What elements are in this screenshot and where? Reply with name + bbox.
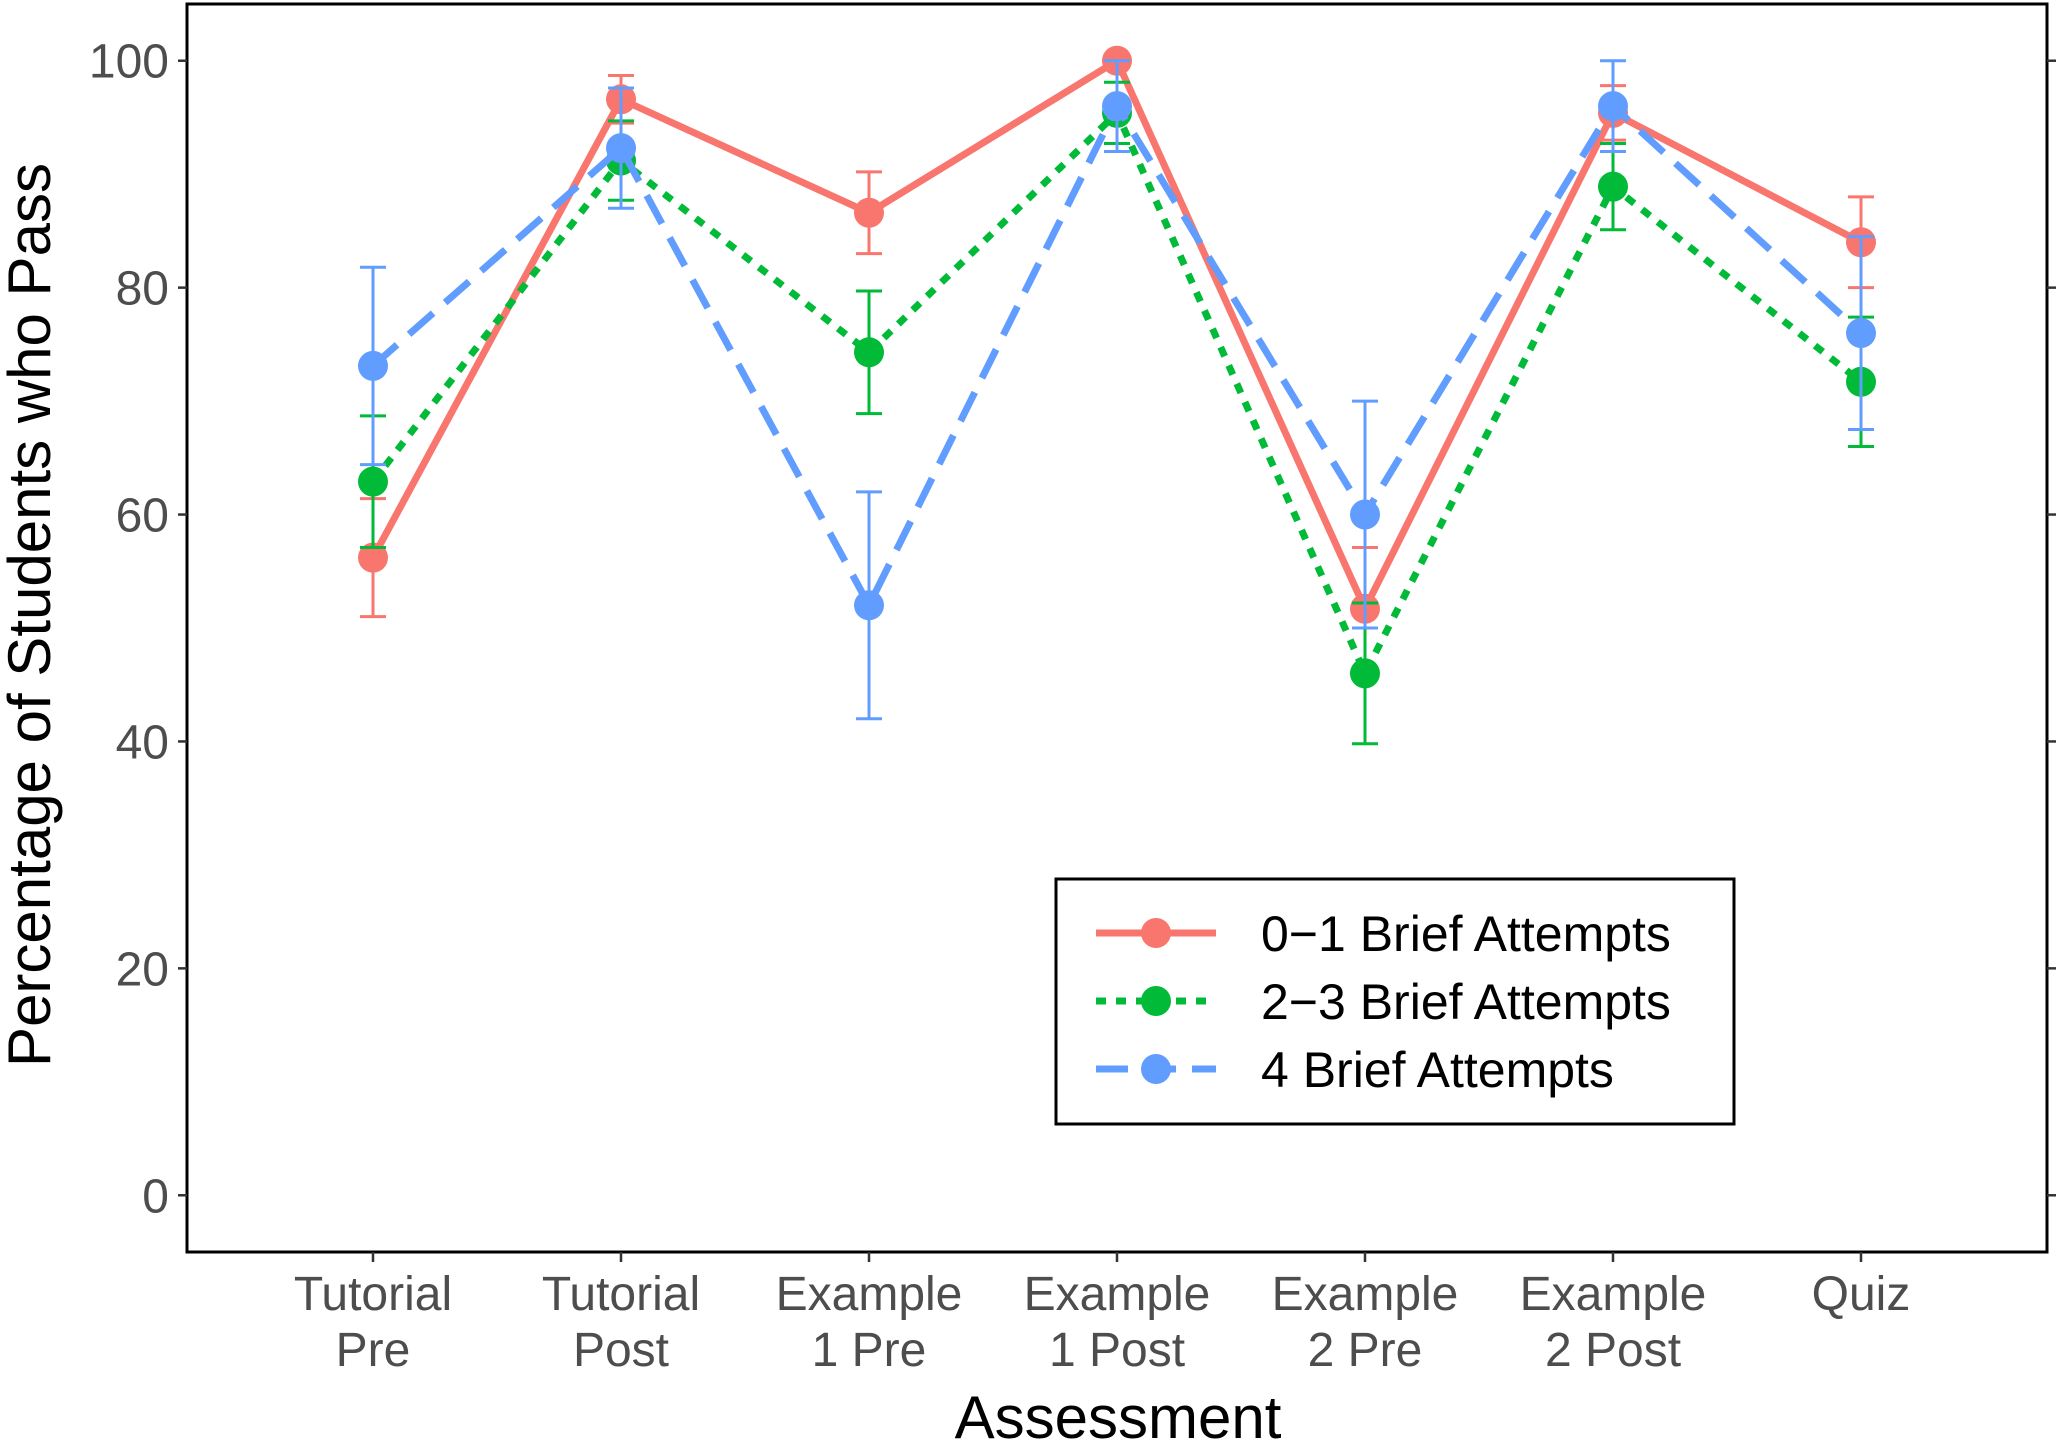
legend-item: 2−3 Brief Attempts: [1096, 974, 1671, 1030]
data-point: [1598, 91, 1628, 122]
legend-item: 4 Brief Attempts: [1096, 1042, 1614, 1098]
y-tick-label: 0: [142, 1170, 169, 1223]
x-tick-label-line: Example: [1272, 1268, 1459, 1321]
data-point: [1102, 91, 1132, 122]
x-tick-label: Quiz: [1812, 1268, 1911, 1321]
x-tick-label: Tutorial Post: [542, 1268, 700, 1377]
y-axis: 0 20 40 60 80 100: [89, 36, 2056, 1223]
legend-label: 0−1 Brief Attempts: [1261, 906, 1671, 962]
data-point: [358, 542, 388, 573]
x-axis-title: Assessment: [955, 1384, 1282, 1443]
data-point: [1598, 171, 1628, 202]
data-point: [358, 350, 388, 381]
y-tick-label: 60: [116, 490, 169, 543]
data-point: [1846, 318, 1876, 349]
x-tick-label: Example 2 Post: [1520, 1268, 1707, 1377]
legend-key-point: [1141, 1054, 1171, 1084]
x-tick-label-line: 1 Pre: [812, 1324, 927, 1377]
plot-area: [185, 2, 2049, 1254]
legend-item: 0−1 Brief Attempts: [1096, 906, 1671, 962]
y-axis-title: Percentage of Students who Pass: [0, 163, 63, 1067]
data-point: [854, 590, 884, 621]
data-point: [854, 197, 884, 228]
x-tick-label-line: Example: [1520, 1268, 1707, 1321]
legend: 0−1 Brief Attempts 2−3 Brief Attempts 4 Br…: [1054, 877, 1736, 1126]
x-tick-label-line: Example: [1024, 1268, 1211, 1321]
data-point: [606, 133, 636, 164]
y-tick-label: 80: [116, 263, 169, 316]
y-tick-label: 40: [116, 716, 169, 769]
x-tick-label-line: 2 Pre: [1308, 1324, 1423, 1377]
x-tick-label-line: Example: [776, 1268, 963, 1321]
x-tick-label-line: Tutorial: [294, 1268, 452, 1321]
data-point: [1350, 658, 1380, 689]
x-tick-label-line: Tutorial: [542, 1268, 700, 1321]
legend-label: 4 Brief Attempts: [1261, 1042, 1614, 1098]
x-tick-label: Example 2 Pre: [1272, 1268, 1459, 1377]
data-point: [854, 337, 884, 368]
data-point: [358, 466, 388, 497]
x-tick-label: Tutorial Pre: [294, 1268, 452, 1377]
x-tick-label: Example 1 Post: [1024, 1268, 1211, 1377]
x-tick-label: Example 1 Pre: [776, 1268, 963, 1377]
y-tick-label: 20: [116, 943, 169, 996]
legend-key-point: [1141, 918, 1171, 948]
data-point: [1350, 499, 1380, 530]
x-tick-label-line: Post: [573, 1324, 669, 1377]
legend-label: 2−3 Brief Attempts: [1261, 974, 1671, 1030]
y-tick-label: 100: [89, 36, 169, 89]
x-tick-label-line: Quiz: [1812, 1268, 1911, 1321]
series-3: [358, 59, 1876, 721]
x-tick-label-line: 2 Post: [1545, 1324, 1681, 1377]
x-tick-label-line: 1 Post: [1049, 1324, 1185, 1377]
legend-key-point: [1141, 986, 1171, 1016]
x-tick-label-line: Pre: [336, 1324, 411, 1377]
